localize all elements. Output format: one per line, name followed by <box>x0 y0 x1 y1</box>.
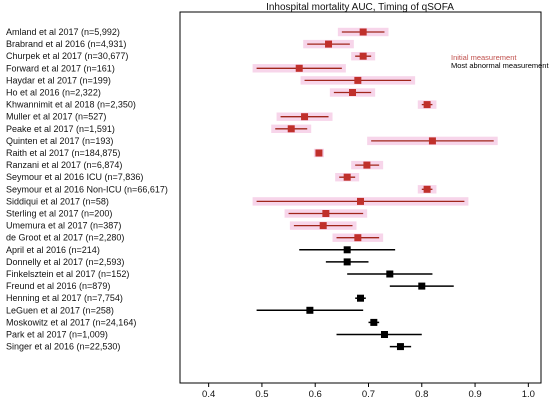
study-label: de Groot et al 2017 (n=2,280) <box>6 233 124 243</box>
study-label: Ranzani et al 2017 (n=6,874) <box>6 160 122 170</box>
point-estimate-marker <box>306 306 314 314</box>
legend-initial: Initial measurement <box>451 53 517 62</box>
study-label: Moskowitz et al 2017 (n=24,164) <box>6 317 136 327</box>
study-label: Peake et al 2017 (n=1,591) <box>6 124 115 134</box>
study-label: Freund et al 2016 (n=879) <box>6 281 110 291</box>
study-label: Raith et al 2017 (n=184,875) <box>6 148 120 158</box>
point-estimate-marker <box>322 210 330 217</box>
x-tick-label: 0.6 <box>309 389 322 400</box>
point-estimate-marker <box>343 246 351 254</box>
point-estimate-marker <box>349 89 357 96</box>
point-estimate-marker <box>428 137 436 145</box>
study-labels: Amland et al 2017 (n=5,992) Brabrand et a… <box>6 27 168 352</box>
point-estimate-marker <box>354 234 362 242</box>
point-estimate-marker <box>301 113 309 121</box>
point-estimate-marker <box>357 294 364 302</box>
study-label: Churpek et al 2017 (n=30,677) <box>6 51 128 61</box>
point-estimate-marker <box>423 185 431 193</box>
x-tick-label: 1.0 <box>522 389 535 400</box>
point-estimate-marker <box>363 161 371 169</box>
plot-frame <box>179 11 542 384</box>
chart-title: Inhospital mortality AUC, Timing of qSOF… <box>266 2 454 13</box>
point-estimate-marker <box>325 40 333 48</box>
study-label: Ho et al 2016 (n=2,322) <box>6 88 101 98</box>
point-estimate-marker <box>319 222 327 230</box>
point-estimate-marker <box>359 28 367 36</box>
x-tick-label: 0.7 <box>362 389 375 400</box>
study-label: Brabrand et al 2016 (n=4,931) <box>6 39 126 49</box>
x-tick-label: 0.5 <box>255 389 268 400</box>
legend: Initial measurement Most abnormal measur… <box>451 53 549 70</box>
study-label: Henning et al 2017 (n=7,754) <box>6 293 123 303</box>
x-tick-label: 0.4 <box>202 389 215 400</box>
point-estimate-marker <box>295 64 303 72</box>
point-estimate-marker <box>380 331 388 338</box>
study-label: Finkelsztein et al 2017 (n=152) <box>6 269 129 279</box>
point-estimate-marker <box>343 258 351 266</box>
point-estimate-marker <box>357 197 364 205</box>
point-estimate-marker <box>343 173 351 181</box>
point-estimate-marker <box>370 318 378 326</box>
legend-most-abnormal: Most abnormal measurement <box>451 61 549 70</box>
point-estimate-marker <box>315 149 323 157</box>
point-estimate-marker <box>396 343 404 351</box>
study-marks <box>256 28 494 351</box>
study-label: LeGuen et al 2017 (n=258) <box>6 305 114 315</box>
study-label: Singer et al 2016 (n=22,530) <box>6 342 120 352</box>
study-label: Siddiqui et al 2017 (n=58) <box>6 196 109 206</box>
point-estimate-marker <box>423 101 431 109</box>
study-label: Amland et al 2017 (n=5,992) <box>6 27 120 37</box>
point-estimate-marker <box>359 52 367 60</box>
point-estimate-marker <box>287 125 295 133</box>
study-label: Sterling et al 2017 (n=200) <box>6 209 112 219</box>
point-estimate-marker <box>354 76 362 84</box>
study-label: Seymour et al 2016 Non-ICU (n=66,617) <box>6 184 168 194</box>
point-estimate-marker <box>418 282 426 290</box>
study-label: Donnelly et al 2017 (n=2,593) <box>6 257 124 267</box>
study-label: Haydar et al 2017 (n=199) <box>6 75 111 85</box>
x-tick-label: 0.8 <box>415 389 428 400</box>
study-label: Park et al 2017 (n=1,009) <box>6 330 108 340</box>
study-label: Muller et al 2017 (n=527) <box>6 112 106 122</box>
study-label: Quinten et al 2017 (n=193) <box>6 136 113 146</box>
x-tick-label: 0.9 <box>468 389 481 400</box>
study-label: April et al 2016 (n=214) <box>6 245 100 255</box>
study-label: Khwannimit et al 2018 (n=2,350) <box>6 100 136 110</box>
study-label: Umemura et al 2017 (n=387) <box>6 221 121 231</box>
point-estimate-marker <box>386 270 394 278</box>
study-label: Forward et al 2017 (n=161) <box>6 63 115 73</box>
study-label: Seymour et al 2016 ICU (n=7,836) <box>6 172 143 182</box>
x-axis: 0.4 0.5 0.6 0.7 0.8 0.9 1.0 <box>202 383 535 400</box>
